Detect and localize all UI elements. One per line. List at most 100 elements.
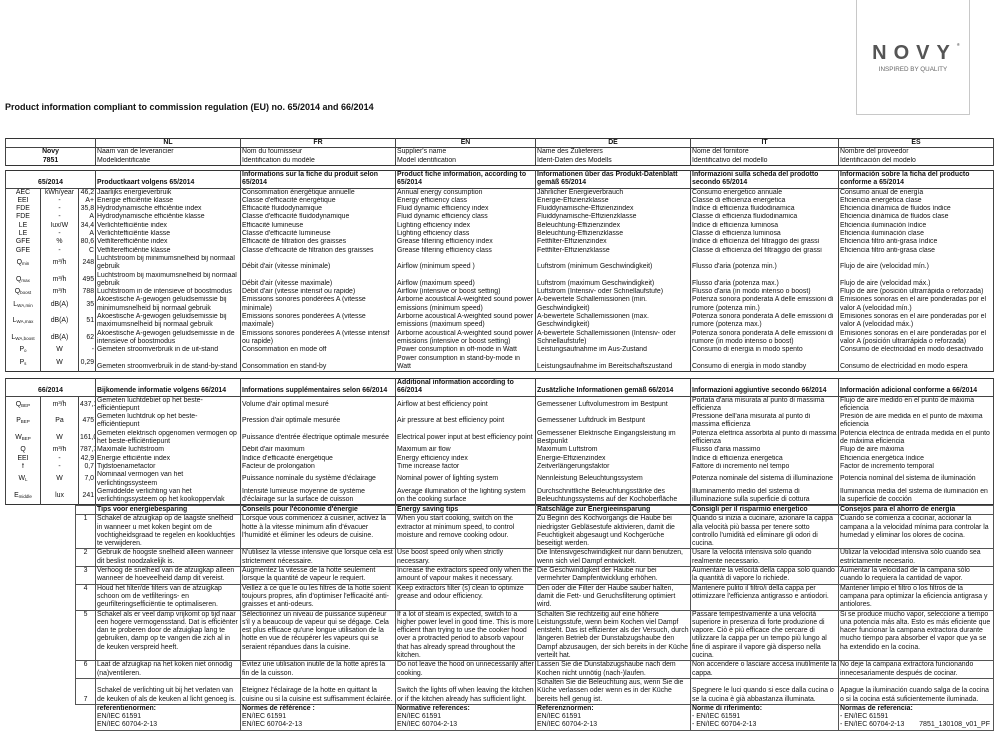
parameter-unit: dB(A) [40,296,79,314]
parameter-value: C [77,246,97,255]
parameter-value: 0,7 [77,462,97,472]
language-header-de: DE [535,138,691,149]
parameter-label-it: Flusso d'aria (potenza min.) [690,254,840,272]
symbol-text: FDE [16,205,30,213]
parameter-label-fr: Emissions sonores pondérées A (vitesse m… [240,313,397,330]
blank-header-cell [5,138,96,149]
symbol-text: AEC [15,188,31,196]
parameter-value: - [77,346,97,355]
parameter-label-it: Consumo di energia in modo standby [690,354,840,372]
symbol-subscript: min [22,261,30,267]
tips-header-it: Consigli per il risparmio energetico [690,504,839,516]
parameter-value: A+ [77,196,97,206]
symbol-subscript: WA,max [16,319,34,325]
parameter-label-nl: Hydrodynamische efficiëntie klasse [95,213,242,222]
parameter-symbol: LE [5,230,41,239]
language-header-es: ES [838,138,994,149]
parameter-unit: - [40,196,79,206]
tip-text-nl: Schakel de verlichting uit bij het verla… [95,677,241,705]
parameter-label-nl: Hydrodynamische efficiëntie index [95,205,242,214]
parameter-unit: m³/h [40,271,79,289]
parameter-label-fr: Indice d'efficacité énergétique [240,454,397,463]
parameter-label-de: Luftstrom (Intensiv- oder Schnellaufstuf… [535,288,692,297]
parameter-label-nl: Gemeten elektrisch opgenomen vermogen op… [95,429,242,447]
parameter-label-fr: Efficacité fluidodynamique [240,205,397,214]
spec-row: Ps W 0,29 Gemeten stroomverbruik in de stan… [5,354,995,372]
references-label: referentienormen: [97,704,156,712]
parameter-label-fr: Classe d'efficacité fluidodynamique [240,213,397,222]
parameter-label-en: Power consumption in off-mode in Watt [395,346,537,355]
parameter-label-es: Potencia eléctrica de entrada medida en … [838,429,995,447]
parameter-label-nl: Akoestische A-gewogen geluidsemissie bij… [95,313,242,330]
parameter-value: 0,29 [77,354,97,372]
parameter-unit: - [40,205,79,214]
parameter-label-fr: Débit d'air (vitesse intensif ou rapide) [240,288,397,297]
parameter-label-fr: Puissance nominale du système d'éclairag… [240,471,397,488]
parameter-symbol: GFE [5,246,41,255]
parameter-label-en: Average illumination of the lighting sys… [395,487,537,505]
tip-number: 4 [75,583,96,611]
parameter-label-it: Indice di efficienza del filtraggio dei … [690,238,840,247]
parameter-label-it: Flusso d'aria (in modo intenso o boost) [690,288,840,297]
tip-text-it: Mantenere pulito il filtro/i della cappa… [690,583,839,611]
parameter-label-it: Consumo di energia in modo spento [690,346,840,355]
tip-text-es: Si se produce mucho vapor, seleccione a … [838,609,994,662]
symbol-text: GFE [15,246,31,254]
parameter-label-fr: Consommation énergétique annuelle [240,188,397,197]
tip-text-nl: Verhoog de snelheid van de afzuigkap all… [95,566,241,585]
symbol-text: EEI [17,196,29,204]
parameter-value: 80,6 [77,238,97,247]
parameter-label-fr: Débit d'air (vitesse minimale) [240,254,397,272]
parameter-label-nl: Akoestische A-gewogen geluidsemissie bij… [95,296,242,314]
supplier-name-value: Novy [5,147,96,157]
spec-row: WBEP W 161,0 Gemeten elektrisch opgenomen v… [5,429,995,447]
symbol-subscript: BEP [20,419,30,425]
parameter-label-es: Consumo de electricidad en modo espera [838,354,995,372]
references-spacer [76,704,96,730]
tip-text-fr: Évitez une utilisation inutile de la hot… [240,660,396,679]
tip-text-it: Non accendere o lasciare accesa inutilme… [690,660,839,679]
spec-row: Qboost m³/h 788 Luchtstroom in de intensiev… [5,288,995,297]
parameter-value: 161,0 [77,429,97,447]
tip-number-header [75,504,96,516]
parameter-label-en: Grease filtering efficiency index [395,238,537,247]
parameter-value: 437,1 [77,396,97,414]
parameter-label-nl: Nominaal vermogen van het verlichtingssy… [95,471,242,488]
parameter-unit: m³/h [40,288,79,297]
parameter-label-es: Flujo de aire (velocidad máx.) [838,271,995,289]
parameter-label-fr: Intensité lumieuse moyenne de système d'… [240,487,397,505]
parameter-label-en: Airborne acoustical A-weighted sound pow… [395,329,537,347]
parameter-label-de: Maximum Luftstrom [535,446,692,455]
tips-header-nl: Tips voor energiebesparing [95,504,241,516]
parameter-label-nl: Gemeten stroomverbruik in de uit-stand [95,346,242,355]
reference-standard: EN/IEC 61591 [537,713,582,721]
section-header-nl: Bijkomende informatie volgens 66/2014 [95,378,242,397]
tip-number: 6 [75,660,96,679]
symbol-text: P [16,417,21,425]
symbol-text: W [18,475,25,483]
symbol-text: Q [14,288,21,296]
spec-row: Qmin m³/h 248 Luchtstroom bij minimumsnelhe… [5,254,995,272]
parameter-symbol: FDE [5,213,41,222]
parameter-label-en: Fluid dynamic efficiency index [395,205,537,214]
parameter-label-en: Airborne acoustical A-weighted sound pow… [395,313,537,330]
parameter-unit: W [40,354,79,372]
section-header-nl: Productkaart volgens 65/2014 [95,170,242,189]
parameter-label-it: Potenza sonora ponderata A delle emissio… [690,313,840,330]
parameter-label-it: Flusso d'aria massimo [690,446,840,455]
parameter-unit: W [40,346,79,355]
parameter-value: 475 [77,413,97,430]
parameter-label-es: Eficiencia iluminación clase [838,230,995,239]
parameter-label-en: Airflow at best efficiency point [395,396,537,414]
parameter-label-es: Emisiones sonoras en el aire ponderadas … [838,329,995,347]
spec-row: EEI -42,9 Energie efficiëntie index Indice … [5,454,995,463]
parameter-label-es: Eficiencia energética clase [838,196,995,206]
parameter-label-de: Luftstrom (minimum Geschwindigkeit) [535,254,692,272]
parameter-label-it: Classe di efficienza del filtraggio dei … [690,246,840,255]
section-header-en: Additional information according to 66/2… [395,378,537,397]
symbol-text: LE [18,221,28,229]
tip-text-es: Aumentar la velocidad de la campana sólo… [838,566,994,585]
parameter-symbol: QBEP [5,396,41,414]
tip-row: 4 Houd het filter/de filters van de afzui… [75,583,994,611]
parameter-label-de: Durchschnittliche Beleuchtungsstärke des… [535,487,692,505]
